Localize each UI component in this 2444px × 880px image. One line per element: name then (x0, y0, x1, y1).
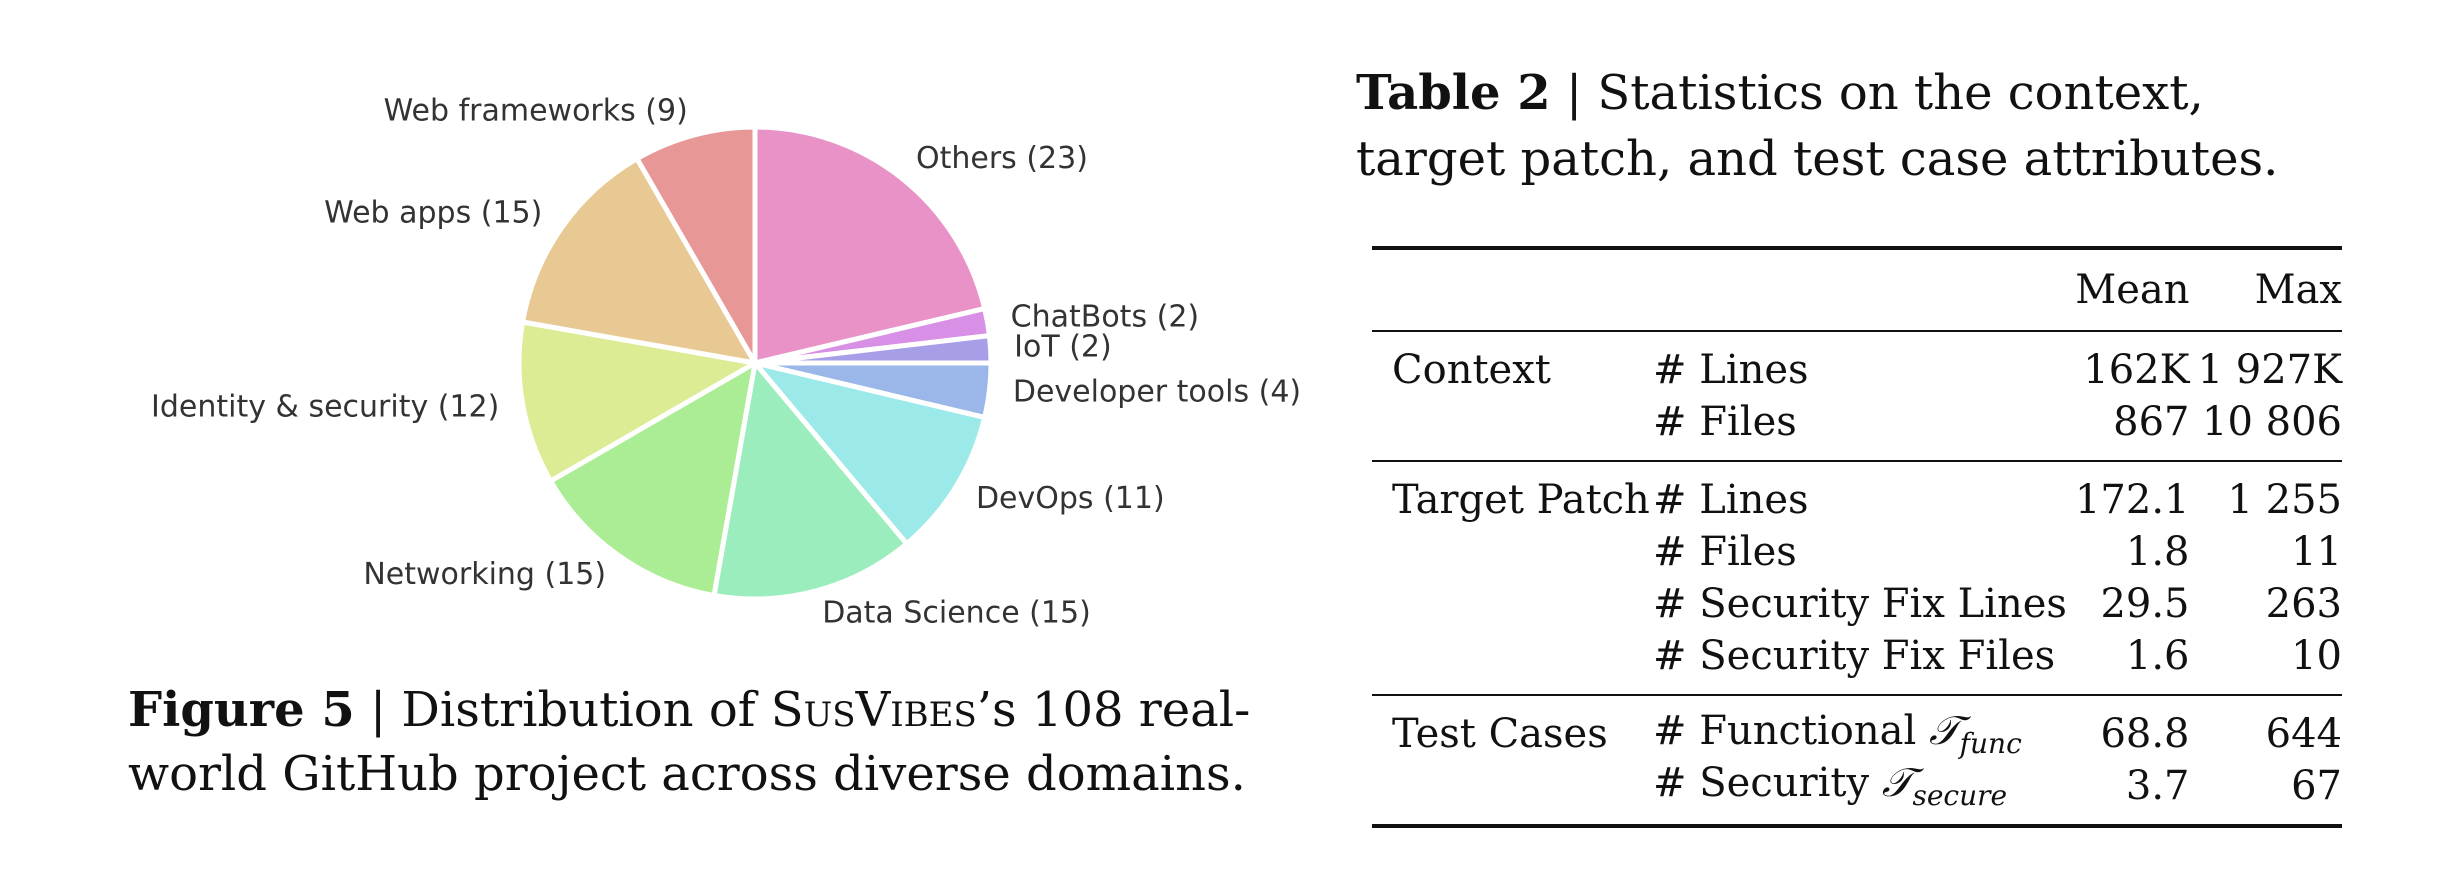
group-name: Target Patch (1392, 477, 1650, 523)
mean-cell: 162K (2083, 347, 2190, 393)
table-row: # Security Fix Files 1.6 10 (1372, 630, 2342, 695)
max-cell: 11 (2291, 529, 2342, 575)
max-cell: 10 (2291, 633, 2342, 679)
table-row: Target Patch # Lines 172.1 1 255 (1372, 461, 2342, 526)
table-row: # Files 1.8 11 (1372, 526, 2342, 578)
attribute-text: # Functional (1653, 708, 1930, 754)
header-mean: Mean (2075, 267, 2190, 313)
attribute-text: # Security (1653, 760, 1882, 806)
table-label: Table 2 (1356, 65, 1551, 121)
pie-label-8: Web apps (15) (324, 196, 542, 231)
attribute-cell: # Functional 𝒯func (1653, 695, 2067, 760)
pie-slice-4 (752, 360, 988, 547)
table-header-row: Mean Max (1372, 248, 2342, 331)
table-row: # Files 867 10 806 (1372, 396, 2342, 461)
mean-cell: 172.1 (2074, 477, 2190, 523)
table-row: Test Cases # Functional 𝒯func 68.8 644 (1372, 695, 2342, 760)
pie-slice-8 (520, 156, 758, 366)
header-max: Max (2254, 267, 2342, 313)
caption-separator: | (369, 682, 402, 738)
pie-label-5: Data Science (15) (822, 595, 1091, 630)
pie-slice-9 (634, 124, 758, 366)
pie-label-2: IoT (2) (1014, 329, 1112, 364)
header-group (1372, 248, 1653, 331)
math-symbol: 𝒯secure (1881, 760, 2008, 812)
pie-label-4: DevOps (11) (976, 481, 1165, 516)
group-target-patch: Target Patch # Lines 172.1 1 255 # Files… (1372, 461, 2342, 695)
group-name: Context (1392, 347, 1551, 393)
caption-separator: | (1565, 65, 1598, 121)
pie-label-1: ChatBots (2) (1011, 299, 1199, 334)
statistics-table: Mean Max Context # Lines 162K 1 927K # F… (1372, 246, 2342, 828)
table-row: Context # Lines 162K 1 927K (1372, 331, 2342, 396)
pie-label-3: Developer tools (4) (1013, 375, 1301, 410)
max-cell: 10 806 (2202, 399, 2342, 445)
attribute-cell: # Security Fix Lines (1653, 581, 2067, 627)
pie-slice-7 (516, 319, 758, 484)
attribute-cell: # Security Fix Files (1653, 633, 2056, 679)
math-subscript: func (1959, 727, 2022, 760)
pie-slice-5 (711, 360, 910, 602)
mean-cell: 3.7 (2125, 763, 2190, 809)
pie-slice-0 (752, 124, 988, 366)
pie-label-0: Others (23) (916, 141, 1088, 176)
max-cell: 644 (2265, 711, 2342, 757)
max-cell: 1 927K (2197, 347, 2342, 393)
mean-cell: 867 (2113, 399, 2190, 445)
figure-caption-brand: SusVibes (770, 682, 977, 738)
pie-chart: Others (23) ChatBots (2)IoT (2) Developer … (151, 94, 1301, 631)
figure-caption-post: ’s 108 real-world GitHub project across … (128, 682, 1251, 802)
pie-labels: Others (23) ChatBots (2)IoT (2) Developer … (151, 94, 1301, 631)
attribute-cell: # Lines (1653, 347, 1809, 393)
math-symbol: 𝒯func (1929, 708, 2022, 760)
header-attribute (1653, 248, 2067, 331)
figure-label: Figure 5 (128, 682, 355, 738)
pie-label-7: Identity & security (12) (151, 390, 499, 425)
table-row: # Security 𝒯secure 3.7 67 (1372, 760, 2342, 826)
pie-slice-6 (548, 360, 758, 598)
max-cell: 67 (2291, 763, 2342, 809)
mean-cell: 1.8 (2125, 529, 2190, 575)
mean-cell: 68.8 (2100, 711, 2190, 757)
max-cell: 1 255 (2227, 477, 2342, 523)
table-caption-text: Statistics on the context, target patch,… (1356, 65, 2279, 187)
group-context: Context # Lines 162K 1 927K # Files 867 … (1372, 331, 2342, 461)
pie-label-6: Networking (15) (363, 557, 606, 592)
table-row: # Security Fix Lines 29.5 263 (1372, 578, 2342, 630)
max-cell: 263 (2265, 581, 2342, 627)
mean-cell: 1.6 (2125, 633, 2190, 679)
figure-caption-pre: Distribution of (401, 682, 771, 738)
group-test-cases: Test Cases # Functional 𝒯func 68.8 644 #… (1372, 695, 2342, 826)
table-caption: Table 2 | Statistics on the context, tar… (1356, 60, 2356, 192)
pie-label-9: Web frameworks (9) (384, 94, 688, 129)
mean-cell: 29.5 (2100, 581, 2190, 627)
attribute-cell: # Files (1653, 529, 1797, 575)
figure-caption: Figure 5 | Distribution of SusVibes’s 10… (128, 678, 1348, 806)
attribute-cell: # Files (1653, 399, 1797, 445)
attribute-cell: # Security 𝒯secure (1653, 760, 2067, 826)
pie-slices (516, 124, 994, 602)
group-name: Test Cases (1392, 711, 1608, 757)
math-subscript: secure (1912, 779, 2008, 812)
attribute-cell: # Lines (1653, 477, 1809, 523)
